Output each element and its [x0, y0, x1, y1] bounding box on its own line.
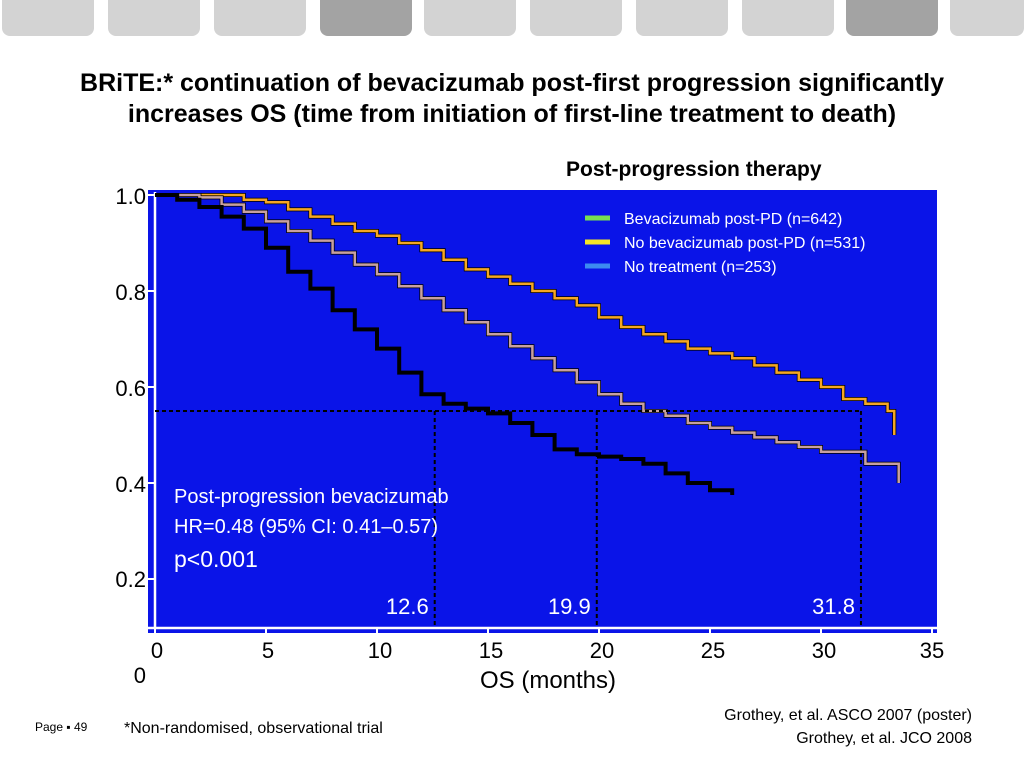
title-line-2: increases OS (time from initiation of fi…	[127, 100, 897, 128]
tab-4	[320, 0, 412, 36]
top-tab-bar	[0, 0, 1024, 40]
legend-label-1: Bevacizumab post-PD (n=642)	[624, 211, 842, 228]
series-line-2	[155, 193, 900, 483]
tab-8	[742, 0, 834, 36]
reference-1: Grothey, et al. ASCO 2007 (poster)	[724, 707, 972, 724]
page-number: Page ▪ 49	[35, 720, 88, 734]
y-tick-label: 0.6	[115, 376, 146, 401]
tab-3	[214, 0, 306, 36]
tab-7	[636, 0, 728, 36]
legend-swatch-3	[585, 263, 610, 269]
series-line-1	[155, 193, 896, 435]
x-tick-label: 20	[589, 638, 615, 663]
tab-5	[424, 0, 516, 36]
y-tick-label: 0.4	[115, 472, 146, 497]
x-tick-label: 10	[367, 638, 393, 663]
legend-swatch-1	[585, 215, 610, 221]
x-tick-label: 15	[478, 638, 504, 663]
hr-annotation-line-2: HR=0.48 (95% CI: 0.41–0.57)	[174, 516, 438, 538]
tab-1	[2, 0, 94, 36]
legend-label-3: No treatment (n=253)	[624, 259, 777, 276]
x-tick-label: 30	[811, 638, 837, 663]
median-label-3: 31.8	[812, 594, 855, 619]
series-line-3	[155, 193, 734, 495]
title-line-1: BRiTE:* continuation of bevacizumab post…	[80, 69, 944, 97]
tab-6	[530, 0, 622, 36]
legend-label-2: No bevacizumab post-PD (n=531)	[624, 235, 865, 252]
y-tick-label: 0.8	[115, 280, 146, 305]
y-tick-label: 0.2	[115, 567, 146, 592]
y-tick-label: 1.0	[115, 184, 146, 209]
tab-10	[950, 0, 1024, 36]
footnote: *Non-randomised, observational trial	[124, 720, 383, 737]
reference-2: Grothey, et al. JCO 2008	[796, 730, 972, 747]
x-tick-label: 35	[919, 638, 945, 663]
slide-title: BRiTE:* continuation of bevacizumab post…	[0, 68, 1024, 130]
legend-title: Post-progression therapy	[566, 158, 822, 181]
tab-2	[108, 0, 200, 36]
x-axis-title: OS (months)	[479, 667, 617, 694]
x-tick-label: 25	[700, 638, 726, 663]
x-tick-label: 5	[261, 638, 275, 663]
hr-annotation-line-3: p<0.001	[174, 546, 258, 572]
references: Grothey, et al. ASCO 2007 (poster) Groth…	[724, 704, 972, 750]
legend-swatch-2	[585, 239, 610, 245]
y-tick-label: 0	[133, 663, 146, 688]
hr-annotation-line-1: Post-progression bevacizumab	[174, 486, 449, 508]
median-label-1: 12.6	[386, 594, 429, 619]
x-tick-label: 0	[150, 638, 164, 663]
tab-9	[846, 0, 938, 36]
median-label-2: 19.9	[548, 594, 591, 619]
